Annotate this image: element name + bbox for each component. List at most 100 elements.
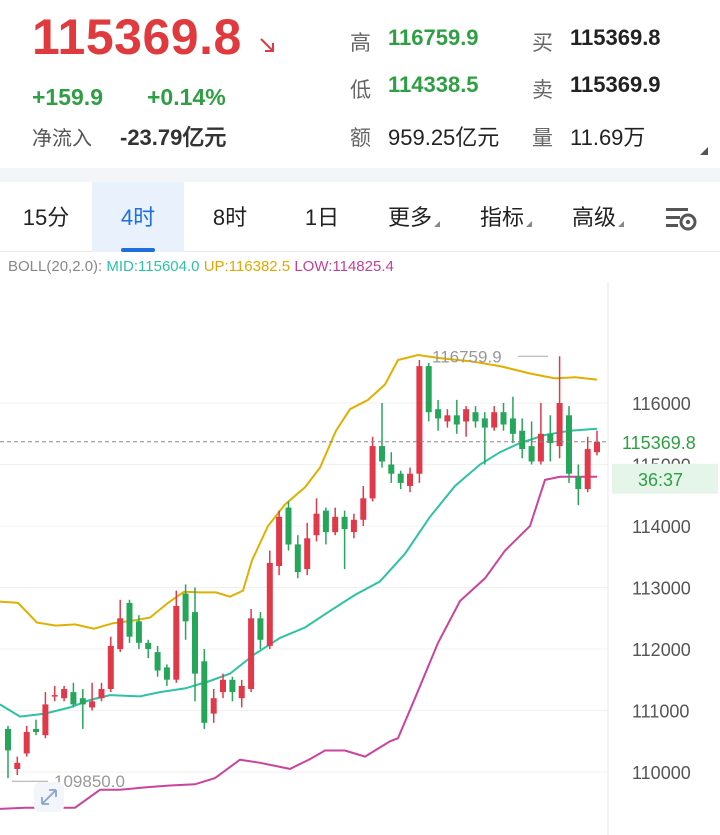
candle-body[interactable] (98, 689, 105, 699)
section-divider (0, 168, 720, 182)
tab-more[interactable]: 更多 (368, 182, 460, 252)
candle-body[interactable] (61, 689, 68, 699)
candle-body[interactable] (369, 446, 376, 499)
candle-body[interactable] (397, 473, 404, 483)
dropdown-corner-icon (526, 221, 532, 227)
countdown-tag-bg (612, 463, 718, 494)
candle-body[interactable] (388, 464, 395, 474)
candle-body[interactable] (79, 698, 86, 705)
candle-body[interactable] (491, 412, 498, 428)
net-flow-label: 净流入 (32, 128, 92, 150)
candle-body[interactable] (154, 652, 161, 671)
candle-body[interactable] (472, 412, 479, 422)
candle-body[interactable] (566, 415, 572, 474)
expand-corner-icon[interactable] (700, 147, 708, 155)
candle-body[interactable] (407, 473, 413, 486)
tab-advanced[interactable]: 高级 (552, 182, 644, 252)
min-price-label: 109850.0 (54, 772, 125, 791)
candle-body[interactable] (481, 418, 488, 428)
candle-body[interactable] (276, 516, 283, 566)
candle-body[interactable] (509, 418, 516, 434)
candle-countdown: 36:37 (638, 470, 683, 490)
candle-body[interactable] (89, 701, 96, 708)
candle-body[interactable] (135, 621, 142, 643)
y-tick-label: 111000 (632, 702, 689, 722)
candle-body[interactable] (463, 409, 470, 422)
candle-body[interactable] (332, 516, 339, 533)
candle-body[interactable] (210, 698, 217, 714)
candle-body[interactable] (220, 679, 226, 693)
candle-body[interactable] (350, 519, 357, 533)
candle-body[interactable] (416, 366, 423, 474)
price-change: +159.9 (32, 84, 103, 110)
candle-body[interactable] (444, 415, 451, 422)
candle-body[interactable] (248, 618, 255, 689)
candle-body[interactable] (201, 661, 208, 723)
candle-body[interactable] (537, 433, 544, 462)
candle-body[interactable] (117, 618, 124, 650)
tab-indicators[interactable]: 指标 (460, 182, 552, 252)
candle-body[interactable] (435, 409, 442, 419)
amount-label: 额 (350, 127, 371, 150)
candle-body[interactable] (33, 728, 39, 732)
y-tick-label: 112000 (632, 640, 691, 660)
candle-body[interactable] (173, 605, 180, 680)
candle-body[interactable] (500, 412, 507, 425)
candle-body[interactable] (294, 544, 301, 573)
candle-body[interactable] (126, 602, 133, 637)
high-label: 高 (350, 32, 371, 55)
candle-body[interactable] (182, 593, 189, 622)
y-tick-label: 110000 (632, 763, 691, 783)
fullscreen-icon-glyph (41, 789, 57, 805)
candle-body[interactable] (5, 728, 11, 751)
volume-value: 11.69万 (570, 125, 646, 150)
tab-label: 15分 (22, 205, 70, 230)
candle-body[interactable] (229, 679, 236, 693)
tab-8h[interactable]: 8时 (184, 182, 276, 252)
candle-body[interactable] (238, 685, 245, 699)
candle-body[interactable] (192, 612, 198, 674)
candle-body[interactable] (379, 446, 385, 462)
candle-body[interactable] (547, 433, 554, 443)
candle-body[interactable] (322, 510, 329, 533)
tab-15min[interactable]: 15分 (0, 182, 92, 252)
boll-name: BOLL(20,2.0): (8, 258, 103, 275)
candle-body[interactable] (425, 366, 432, 413)
dropdown-corner-icon (618, 221, 624, 227)
candle-body[interactable] (594, 441, 600, 453)
boll-low: LOW:114825.4 (294, 258, 394, 275)
candle-body[interactable] (453, 415, 460, 425)
candle-body[interactable] (163, 667, 170, 680)
candle-body[interactable] (584, 449, 591, 490)
boll-mid: MID:115604.0 (106, 258, 200, 275)
candle-body[interactable] (360, 498, 367, 520)
candle-body[interactable] (341, 516, 348, 530)
candle-body[interactable] (304, 538, 311, 570)
low-value: 114338.5 (388, 72, 479, 97)
tab-4h[interactable]: 4时 (92, 182, 184, 252)
candle-body[interactable] (70, 692, 77, 705)
candle-body[interactable] (42, 704, 49, 736)
candle-body[interactable] (285, 507, 292, 545)
tab-label: 指标 (479, 205, 524, 230)
candle-body[interactable] (575, 476, 582, 490)
candle-body[interactable] (519, 430, 526, 450)
volume-label: 量 (532, 127, 553, 150)
bid-value: 115369.8 (570, 25, 661, 50)
candle-body[interactable] (51, 695, 58, 697)
candle-body[interactable] (556, 403, 563, 447)
arrow-down-right-icon (260, 38, 274, 52)
candle-body[interactable] (145, 642, 152, 649)
candle-body[interactable] (313, 513, 320, 536)
candle-body[interactable] (528, 446, 535, 462)
boll-indicator-readout: BOLL(20,2.0): MID:115604.0 UP:116382.5 L… (8, 258, 394, 275)
candle-body[interactable] (23, 732, 30, 754)
tab-1d[interactable]: 1日 (276, 182, 368, 252)
chart-settings-icon[interactable] (664, 204, 698, 232)
candle-body[interactable] (14, 762, 21, 769)
candlestick-chart[interactable]: 1100001110001120001130001140001150001160… (0, 282, 720, 835)
candle-body[interactable] (257, 618, 264, 640)
fullscreen-icon[interactable] (34, 782, 64, 812)
candle-body[interactable] (107, 645, 114, 689)
candle-body[interactable] (266, 562, 273, 646)
